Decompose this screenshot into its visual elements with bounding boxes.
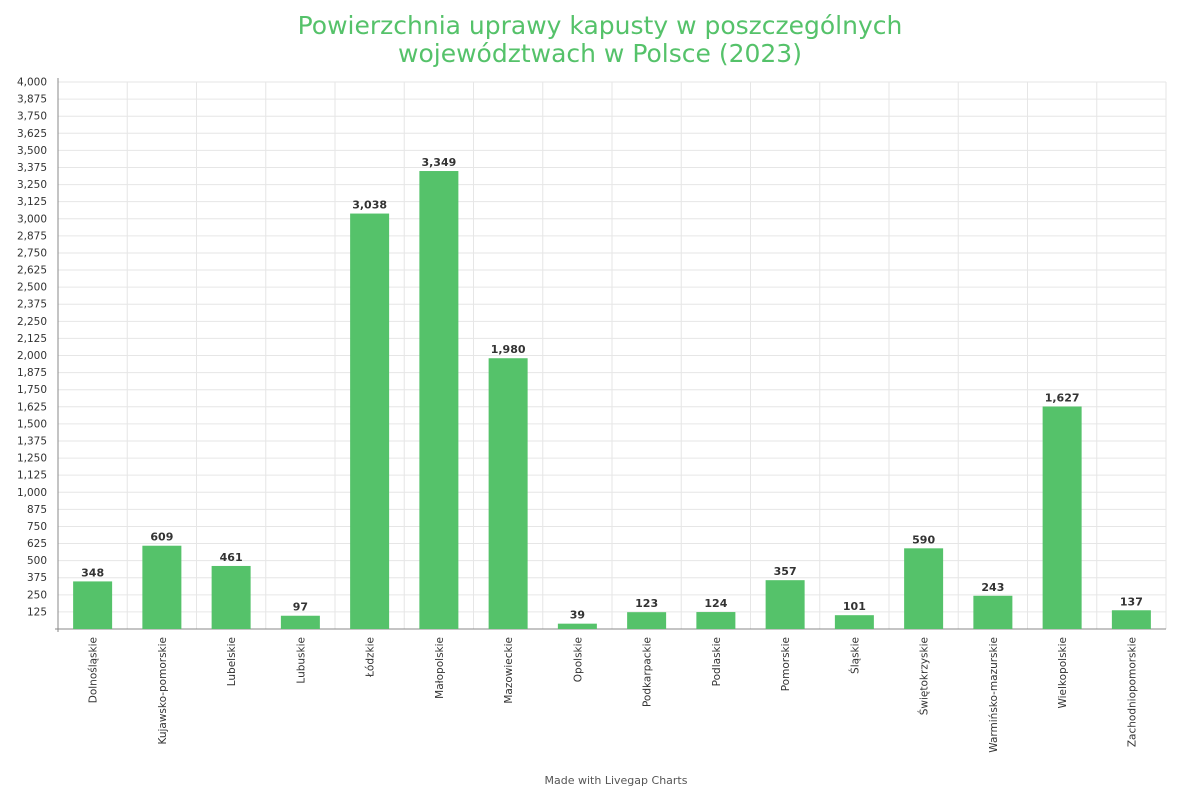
bar [627,612,667,629]
y-tick-label: 3,375 [17,162,47,174]
y-tick-label: 4,000 [17,77,47,89]
y-tick-label: 2,500 [17,282,47,294]
y-tick-label: 875 [27,504,47,516]
y-tick-label: 625 [27,538,47,550]
bar-value-label: 461 [220,551,243,564]
y-tick-label: 2,750 [17,247,47,259]
y-tick-label: 1,375 [17,435,47,447]
x-tick-label: Podlaskie [711,637,723,686]
y-tick-label: 1,000 [17,487,47,499]
bar-value-label: 1,627 [1045,392,1080,405]
x-tick-label: Mazowieckie [503,637,515,704]
y-tick-label: 3,750 [17,111,47,123]
x-tick-label: Warmińsko-mazurskie [988,637,1000,753]
bar-value-label: 1,980 [491,343,526,356]
x-tick-label: Świętokrzyskie [918,637,931,715]
bar-value-label: 97 [293,601,308,614]
bar [350,213,390,629]
chart-title-line-2: województwach w Polsce (2023) [398,39,802,68]
bar-value-label: 3,349 [421,156,456,169]
y-tick-label: 3,625 [17,128,47,140]
y-tick-label: 125 [27,606,47,618]
bar [834,615,874,629]
bar [211,565,251,629]
y-tick-label: 750 [27,521,47,533]
x-tick-label: Wielkopolskie [1057,637,1069,709]
y-tick-label: 2,625 [17,265,47,277]
y-tick-label: 1,250 [17,453,47,465]
x-tick-label: Kujawsko-pomorskie [157,637,169,745]
y-tick-label: 2,375 [17,299,47,311]
y-tick-label: 1,750 [17,384,47,396]
y-tick-label: 1,625 [17,401,47,413]
x-tick-label: Lubelskie [226,637,238,686]
x-tick-label: Małopolskie [434,637,446,699]
bar [696,612,736,629]
x-tick-label: Zachodniopomorskie [1126,637,1138,747]
y-tick-label: 375 [27,572,47,584]
x-tick-label: Śląskie [848,637,861,674]
footer-credit[interactable]: Made with Livegap Charts [544,774,688,787]
y-tick-label: 250 [27,589,47,601]
bar-value-label: 590 [912,533,935,546]
bar-value-label: 609 [150,531,173,544]
y-tick-label: 2,125 [17,333,47,345]
bar [142,545,182,629]
y-tick-label: 500 [27,555,47,567]
bar-value-label: 124 [704,597,727,610]
bar [488,358,528,629]
x-tick-label: Lubuskie [295,637,307,684]
bar-value-label: 137 [1120,595,1143,608]
y-tick-label: 1,125 [17,470,47,482]
bar-value-label: 348 [81,566,104,579]
y-tick-label: 1,875 [17,367,47,379]
bar [973,595,1013,629]
y-tick-label: 2,000 [17,350,47,362]
x-tick-label: Opolskie [572,637,584,682]
chart-title: Powierzchnia uprawy kapusty w poszczegól… [0,12,1200,68]
y-tick-label: 3,875 [17,94,47,106]
x-tick-label: Podkarpackie [642,637,654,707]
chart-title-line-1: Powierzchnia uprawy kapusty w poszczegól… [297,11,903,40]
bar [1042,406,1082,629]
bar-value-label: 39 [570,609,585,622]
bar-value-label: 243 [981,581,1004,594]
bar [557,623,597,629]
bar [1111,610,1151,629]
bar-value-label: 101 [843,600,866,613]
x-tick-label: Pomorskie [780,637,792,691]
bar [765,580,805,629]
y-tick-label: 3,000 [17,213,47,225]
y-tick-label: 2,875 [17,230,47,242]
x-tick-label: Łódzkie [365,637,377,678]
y-tick-label: 3,250 [17,179,47,191]
bar-value-label: 123 [635,597,658,610]
x-tick-label: Dolnośląskie [88,637,100,703]
bar [280,615,320,629]
bar-value-label: 3,038 [352,199,387,212]
bar [73,581,113,629]
y-tick-label: 3,500 [17,145,47,157]
bar [904,548,944,629]
y-tick-label: 2,250 [17,316,47,328]
bar-value-label: 357 [774,565,797,578]
y-tick-label: 3,125 [17,196,47,208]
y-tick-label: 1,500 [17,418,47,430]
bar [419,171,459,630]
